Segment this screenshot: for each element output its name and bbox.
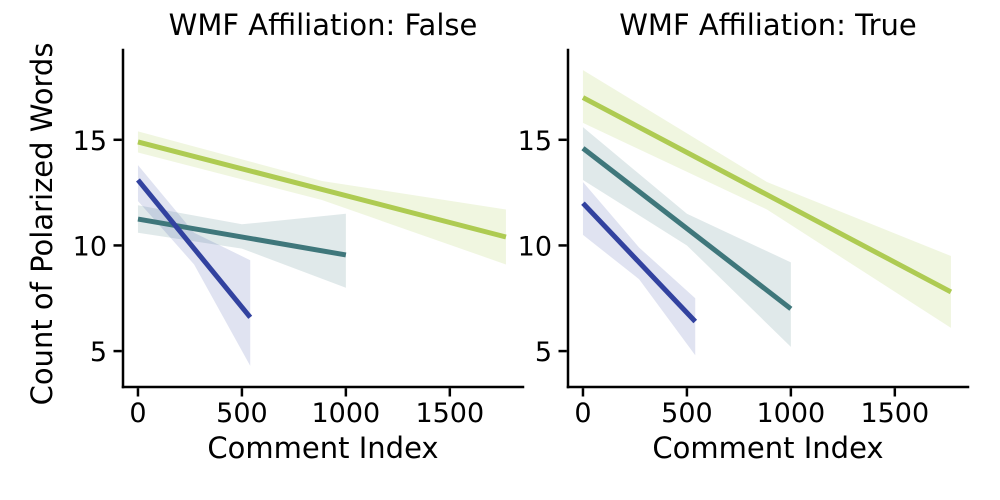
y-tick-label: 15 <box>518 126 552 157</box>
confidence-band <box>582 70 951 328</box>
y-tick-label: 5 <box>535 337 552 368</box>
x-tick-label: 1500 <box>860 398 929 429</box>
x-axis-label-right: Comment Index <box>652 431 884 465</box>
confidence-band <box>582 182 696 356</box>
subplot-title-true: WMF Affiliation: True <box>619 8 917 42</box>
y-tick-label: 5 <box>90 337 107 368</box>
y-tick-label: 15 <box>73 126 107 157</box>
regression-line <box>581 201 698 324</box>
x-tick-label: 1000 <box>312 398 381 429</box>
x-tick-label: 500 <box>661 398 713 429</box>
regression-line <box>136 178 253 319</box>
regression-line <box>581 146 793 311</box>
x-tick-label: 1000 <box>757 398 826 429</box>
y-tick-label: 10 <box>73 231 107 262</box>
regression-line <box>137 139 507 240</box>
x-tick-label: 1500 <box>415 398 484 429</box>
x-axis-label-left: Comment Index <box>207 431 439 465</box>
subplot-title-false: WMF Affiliation: False <box>168 8 478 42</box>
regression-line <box>581 95 953 295</box>
x-tick-label: 0 <box>129 398 146 429</box>
confidence-band <box>137 165 251 366</box>
confidence-band <box>582 127 791 347</box>
x-tick-label: 0 <box>574 398 591 429</box>
x-tick-label: 500 <box>216 398 268 429</box>
y-tick-label: 10 <box>518 231 552 262</box>
